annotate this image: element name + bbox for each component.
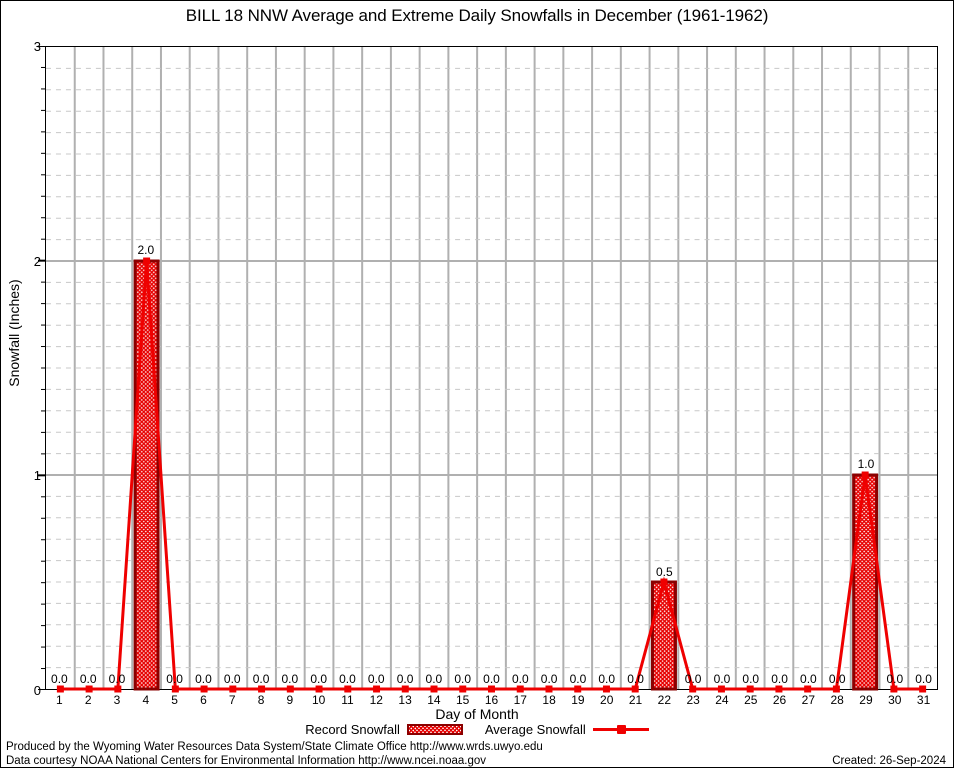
value-label: 0.0 <box>339 672 356 686</box>
x-tick-label: 23 <box>686 693 700 707</box>
y-tick-label: 3 <box>33 39 41 54</box>
value-label: 0.0 <box>828 672 846 686</box>
plot-area <box>45 46 938 693</box>
x-tick-label: 8 <box>257 693 265 707</box>
x-tick-label: 22 <box>657 693 671 707</box>
x-tick-label: 31 <box>916 693 931 707</box>
x-tick-label: 12 <box>369 693 383 707</box>
x-tick-label: 7 <box>228 693 236 707</box>
value-label: 0.0 <box>51 672 68 686</box>
value-label: 0.0 <box>195 672 212 686</box>
value-label: 0.0 <box>367 672 385 686</box>
x-tick-label: 4 <box>142 693 150 707</box>
legend-item-average-snowfall[interactable]: Average Snowfall <box>485 722 649 737</box>
value-label: 0.0 <box>252 672 270 686</box>
x-tick-label: 29 <box>859 693 873 707</box>
value-label: 0.0 <box>771 672 788 686</box>
legend-swatch-line-icon <box>592 724 649 735</box>
x-tick-label: 21 <box>628 693 643 707</box>
footer-data-courtesy-text: Data courtesy NOAA National Centers for … <box>6 755 487 767</box>
x-tick-label: 15 <box>456 693 470 707</box>
x-tick-label: 24 <box>715 693 729 707</box>
value-label: 0.0 <box>569 672 587 686</box>
footer-producer-text: Produced by the Wyoming Water Resources … <box>6 741 543 753</box>
x-tick-label: 30 <box>888 693 902 707</box>
x-axis-tick-labels: 1 2 3 4 5 6 7 8 9 10 11 12 13 14 15 16 17 18 19 20 21 22 23 24 2… <box>45 694 938 710</box>
value-label: 0.0 <box>310 672 327 686</box>
value-label: 0.0 <box>483 672 500 686</box>
value-label: 1.0 <box>857 457 875 472</box>
x-tick-label: 14 <box>427 693 441 707</box>
value-label: 0.0 <box>454 672 472 686</box>
y-tick-label: 1 <box>33 468 41 484</box>
y-axis-tick-labels: 0 1 2 3 <box>0 0 41 768</box>
x-tick-label: 17 <box>513 693 527 707</box>
value-label: 0.0 <box>800 672 817 686</box>
value-label: 0.0 <box>742 672 760 686</box>
chart-title: BILL 18 NNW Average and Extreme Daily Sn… <box>185 6 769 25</box>
x-tick-label: 26 <box>772 693 787 707</box>
value-label: 0.0 <box>540 672 558 686</box>
y-tick-label: 2 <box>33 253 41 269</box>
value-label: 0.0 <box>396 672 414 686</box>
value-label: 0.0 <box>108 672 126 686</box>
value-label: 0.0 <box>915 672 932 686</box>
x-tick-label: 10 <box>311 693 326 707</box>
x-tick-label: 11 <box>341 693 354 707</box>
x-tick-label: 3 <box>113 693 121 707</box>
y-axis-title: Snowfall (Inches) <box>6 279 22 387</box>
chart-legend: Record Snowfall Average Snowfall <box>0 719 954 739</box>
x-tick-label: 27 <box>801 693 816 707</box>
footer: Produced by the Wyoming Water Resources … <box>0 740 954 768</box>
x-tick-label: 5 <box>171 693 178 707</box>
x-tick-label: 19 <box>571 693 585 707</box>
value-label: 0.0 <box>425 672 443 686</box>
value-label: 0.0 <box>627 672 644 686</box>
y-axis-ticks <box>38 45 46 691</box>
value-label: 0.0 <box>166 672 183 686</box>
value-label: 2.0 <box>137 242 155 257</box>
value-label: 0.5 <box>655 564 673 579</box>
x-axis-title: Day of Month <box>435 706 519 722</box>
x-tick-label: 16 <box>484 693 499 707</box>
x-tick-label: 20 <box>600 693 614 707</box>
value-label: 0.0 <box>223 672 241 686</box>
legend-item-record-snowfall[interactable]: Record Snowfall <box>305 722 463 737</box>
x-tick-label: 18 <box>542 693 556 707</box>
x-tick-label: 1 <box>56 693 63 707</box>
x-tick-label: 6 <box>200 693 207 707</box>
legend-swatch-bar-icon <box>406 723 463 735</box>
legend-label-record-snowfall: Record Snowfall <box>305 721 400 737</box>
y-tick-label: 0 <box>33 683 41 698</box>
value-label: 0.0 <box>281 672 299 686</box>
footer-created-date: Created: 26-Sep-2024 <box>832 755 946 767</box>
data-series-layer <box>56 257 927 693</box>
x-tick-label: 2 <box>84 693 92 707</box>
grid-lines <box>46 47 937 689</box>
x-tick-label: 28 <box>830 693 844 707</box>
value-label: 0.0 <box>886 672 904 686</box>
x-tick-label: 13 <box>398 693 412 707</box>
value-label: 0.0 <box>79 672 97 686</box>
value-label: 0.0 <box>598 672 616 686</box>
value-label: 0.0 <box>511 672 529 686</box>
x-tick-label: 25 <box>744 693 758 707</box>
legend-label-average-snowfall: Average Snowfall <box>484 721 586 737</box>
x-tick-label: 9 <box>286 693 294 707</box>
value-label: 0.0 <box>684 672 702 686</box>
value-label: 0.0 <box>713 672 731 686</box>
